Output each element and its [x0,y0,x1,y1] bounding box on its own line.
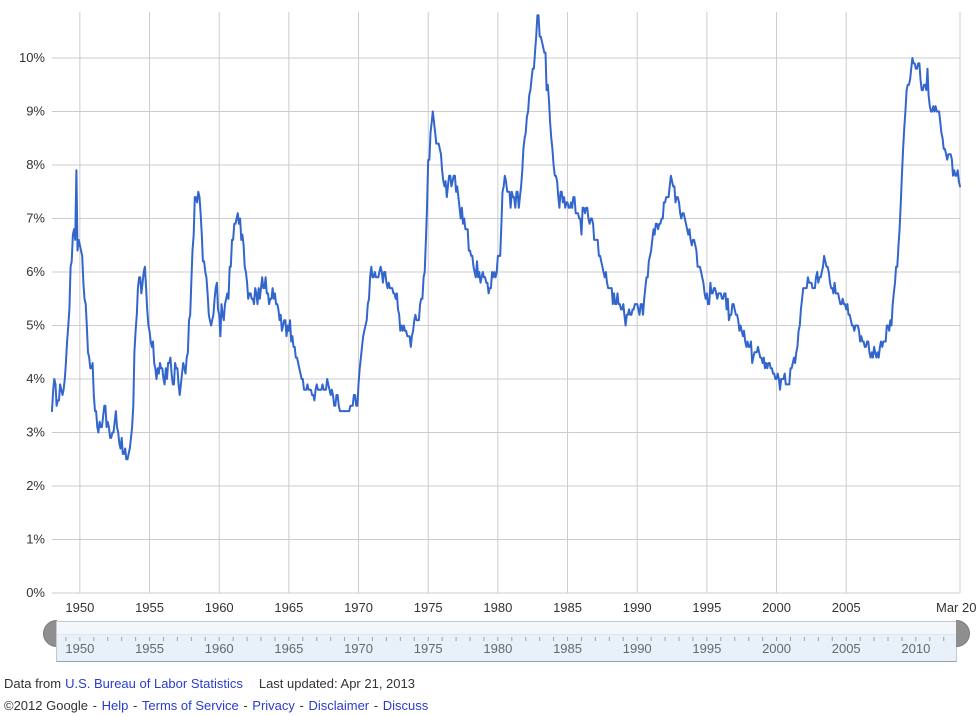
slider-right-handle[interactable] [956,620,970,647]
x-axis-tick-label: 2005 [832,600,861,615]
x-axis-tick-label: 1970 [344,600,373,615]
slider-year-label: 1965 [274,641,303,656]
x-axis-tick-label: 1960 [205,600,234,615]
y-axis-tick-label: 8% [26,157,45,172]
footer-links: - Help - Terms of Service - Privacy - Di… [88,698,429,713]
x-axis-tick-label: 1980 [483,600,512,615]
x-axis-tick-label: 1995 [692,600,721,615]
footer-link-disclaimer[interactable]: Disclaimer [308,698,370,713]
slider-year-label: 1995 [692,641,721,656]
slider-left-handle[interactable] [43,620,57,647]
y-axis-tick-label: 9% [26,104,45,119]
footer-link-separator: - [370,698,382,713]
data-source-link[interactable]: U.S. Bureau of Labor Statistics [65,676,243,691]
x-axis-tick-label: 1955 [135,600,164,615]
y-axis-tick-label: 5% [26,318,45,333]
y-axis-tick-label: 2% [26,478,45,493]
x-axis-tick-label: 1965 [274,600,303,615]
y-axis-tick-label: 3% [26,425,45,440]
slider-year-label: 1960 [205,641,234,656]
copyright-text: ©2012 Google [4,698,89,713]
slider-year-label: 1990 [623,641,652,656]
y-axis-tick-label: 0% [26,585,45,600]
unemployment-rate-series-line [51,14,961,461]
footer-link-separator: - [89,698,101,713]
footer-link-separator: - [129,698,141,713]
footer-link-terms-of-service[interactable]: Terms of Service [141,698,239,713]
y-axis-tick-label: 4% [26,371,45,386]
slider-year-label: 1980 [483,641,512,656]
footer-link-separator: - [239,698,252,713]
footer-link-separator: - [295,698,308,713]
slider-year-label: 1985 [553,641,582,656]
slider-tick-scale: 1950 1955 1960 1965 1970 1975 1980 1985 1990 1995… [65,637,945,656]
x-axis-tick-label: 1950 [65,600,94,615]
slider-year-label: 2010 [901,641,930,656]
x-axis-end-label: Mar 2013 [936,600,976,615]
footer-legal: ©2012 Google - Help - Terms of Service -… [4,698,428,713]
slider-year-label: 1955 [135,641,164,656]
slider-year-label: 1970 [344,641,373,656]
last-updated-text: Last updated: Apr 21, 2013 [258,676,415,691]
y-axis-tick-label: 1% [26,532,45,547]
x-axis-tick-label: 1990 [623,600,652,615]
slider-year-label: 2000 [762,641,791,656]
footer-link-privacy[interactable]: Privacy [252,698,295,713]
time-range-slider-track[interactable]: 1950 1955 1960 1965 1970 1975 1980 1985 1990 1995… [56,621,957,662]
slider-selected-range-bar[interactable] [57,622,956,635]
unemployment-rate-line-chart[interactable]: 0% 1% 2% 3% 4% 5% 6% 7% 8% 9% 10% 1950 1955 1960 1965 1… [0,0,976,618]
slider-year-label: 1975 [414,641,443,656]
slider-year-label: 1950 [65,641,94,656]
x-axis-tick-label: 2000 [762,600,791,615]
footer-link-discuss[interactable]: Discuss [382,698,429,713]
y-axis-tick-label: 7% [26,211,45,226]
x-axis-tick-label: 1985 [553,600,582,615]
y-axis-tick-label: 6% [26,264,45,279]
y-axis-tick-label: 10% [19,50,45,65]
data-source-label: Data from [4,676,62,691]
slider-year-label: 2005 [832,641,861,656]
footer-link-help[interactable]: Help [101,698,129,713]
x-axis-tick-label: 1975 [414,600,443,615]
footer-attribution: Data from U.S. Bureau of Labor Statistics… [4,676,415,691]
